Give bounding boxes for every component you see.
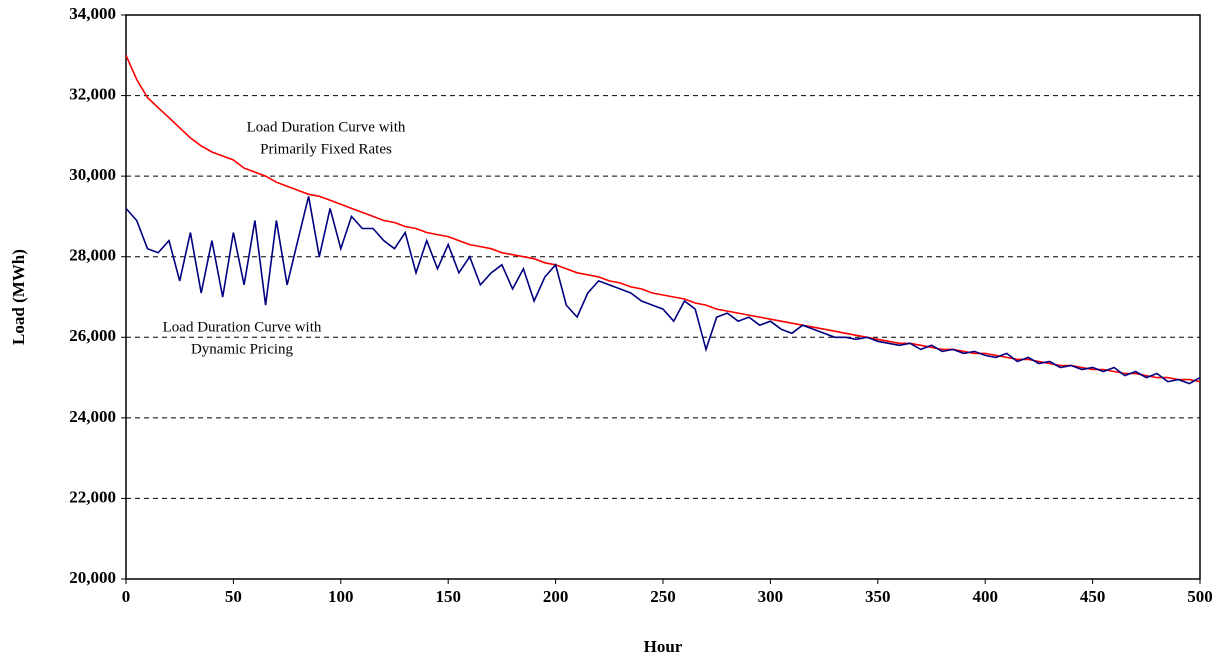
x-tick-label: 300 [758, 587, 784, 606]
x-tick-label: 350 [865, 587, 891, 606]
y-tick-label: 32,000 [69, 84, 116, 103]
series-line [125, 196, 1201, 385]
annotation: Primarily Fixed Rates [260, 141, 392, 157]
y-tick-label: 34,000 [69, 4, 116, 23]
y-tick-label: 22,000 [69, 487, 116, 506]
y-axis-label: Load (MWh) [9, 249, 28, 345]
x-tick-label: 200 [543, 587, 569, 606]
x-tick-label: 50 [225, 587, 242, 606]
y-tick-label: 30,000 [69, 165, 116, 184]
annotation: Load Duration Curve with [163, 319, 322, 335]
annotation: Load Duration Curve with [247, 119, 406, 135]
x-axis-label: Hour [644, 637, 683, 656]
x-tick-label: 500 [1187, 587, 1213, 606]
x-tick-label: 250 [650, 587, 676, 606]
y-tick-label: 26,000 [69, 326, 116, 345]
x-tick-label: 100 [328, 587, 354, 606]
x-tick-label: 400 [972, 587, 998, 606]
x-tick-label: 450 [1080, 587, 1106, 606]
y-tick-label: 20,000 [69, 568, 116, 587]
x-tick-label: 150 [435, 587, 461, 606]
plot-frame [125, 14, 1201, 580]
y-tick-label: 24,000 [69, 407, 116, 426]
x-tick-label: 0 [122, 587, 131, 606]
y-tick-label: 28,000 [69, 246, 116, 265]
annotation: Dynamic Pricing [191, 341, 294, 357]
